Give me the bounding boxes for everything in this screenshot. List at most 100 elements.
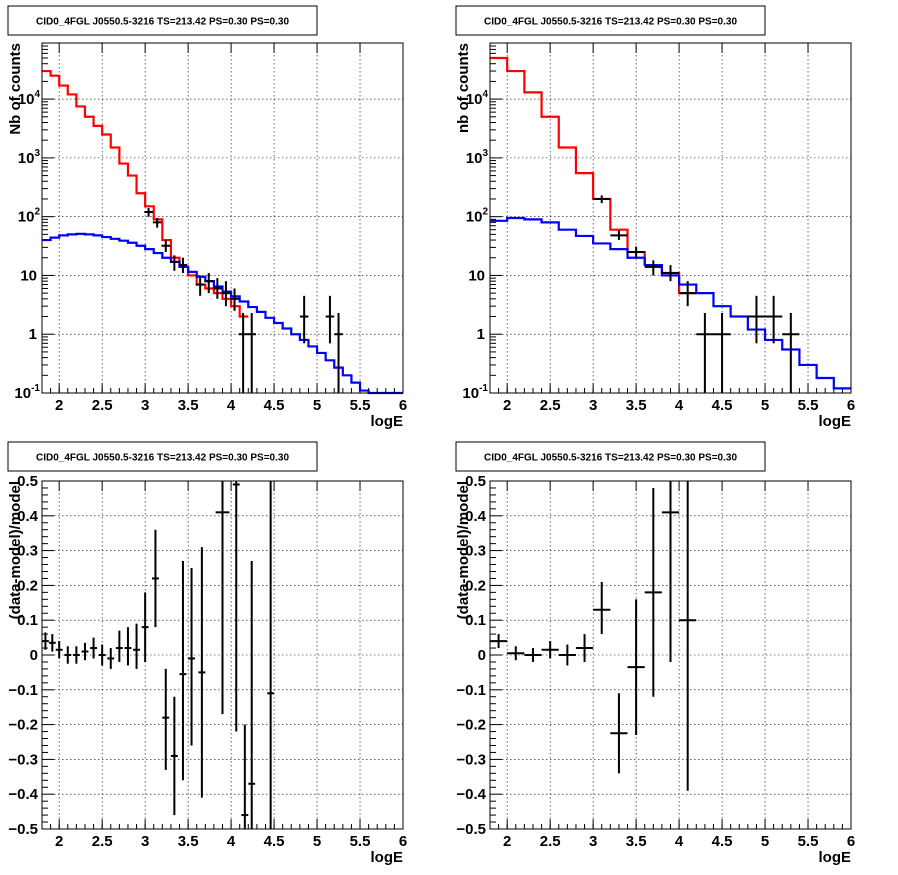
x-tick-label: 3.5: [178, 397, 199, 414]
y-tick-label: −0.4: [8, 786, 38, 803]
y-tick-label: 0.4: [465, 508, 487, 525]
data-point: [230, 288, 239, 311]
data-point: [644, 487, 662, 697]
data-point: [248, 561, 256, 829]
plot-frame: [41, 42, 404, 394]
chart-title: CID0_4FGL J0550.5-3216 TS=213.42 PS=0.30…: [36, 453, 289, 464]
y-tick-label: 104: [18, 89, 41, 108]
y-tick-label: 102: [466, 207, 489, 226]
data-point: [713, 312, 731, 393]
data-point: [141, 592, 149, 662]
x-tick-label: 4: [227, 397, 236, 414]
data-point: [81, 642, 89, 661]
x-tick-label: 2.5: [540, 397, 561, 414]
y-tick-label: 10-1: [462, 383, 488, 402]
y-tick-label: 0.1: [465, 612, 486, 629]
x-tick-label: 4.5: [712, 397, 733, 414]
data-point: [679, 281, 697, 307]
plot-frame: [489, 480, 852, 830]
data-point: [593, 581, 611, 635]
data-point: [747, 295, 766, 344]
x-tick-label: 2.5: [540, 833, 561, 850]
data-point: [215, 481, 230, 715]
data-point: [661, 265, 680, 282]
y-tick-label: 103: [466, 148, 489, 167]
x-tick-label: 4: [675, 397, 684, 414]
y-tick-label: 0.5: [465, 473, 486, 490]
x-tick-label: 2.5: [92, 833, 113, 850]
y-tick-label: 102: [18, 207, 41, 226]
data-point: [72, 646, 80, 664]
data-point: [524, 648, 542, 662]
chart-title: CID0_4FGL J0550.5-3216 TS=213.42 PS=0.30…: [484, 17, 737, 28]
data-point: [133, 623, 140, 669]
data-point: [115, 630, 123, 662]
x-axis-label: logE: [371, 413, 404, 430]
data-point: [627, 246, 645, 258]
x-tick-label: 5: [761, 397, 769, 414]
chart-panel-4: CID0_4FGL J0550.5-3216 TS=213.42 PS=0.30…: [455, 441, 855, 866]
x-tick-label: 2.5: [92, 397, 113, 414]
y-tick-label: −0.2: [456, 717, 486, 734]
data-point: [507, 646, 525, 661]
x-tick-label: 5.5: [350, 397, 371, 414]
x-tick-label: 2: [55, 833, 63, 850]
data-point: [299, 295, 309, 344]
y-tick-label: −0.3: [8, 751, 38, 768]
x-tick-label: 3: [589, 397, 597, 414]
chart-panel-1: CID0_4FGL J0550.5-3216 TS=213.42 PS=0.30…: [7, 5, 407, 430]
data-point: [679, 481, 697, 791]
x-tick-label: 3.5: [626, 397, 647, 414]
data-point: [204, 273, 214, 294]
data-point: [188, 568, 195, 746]
y-tick-label: 103: [18, 148, 41, 167]
data-point: [179, 561, 187, 781]
x-tick-label: 6: [847, 397, 855, 414]
data-point: [593, 195, 611, 204]
data-point: [195, 275, 205, 296]
data-point: [782, 312, 800, 393]
data-point: [198, 547, 206, 798]
x-tick-label: 3: [141, 397, 149, 414]
plot-frame: [489, 42, 852, 394]
y-axis-label: (data-model)/model: [455, 481, 472, 619]
chart-title-box: [455, 441, 766, 472]
x-tick-label: 5: [313, 833, 321, 850]
x-tick-label: 2: [55, 397, 63, 414]
x-tick-label: 2: [503, 833, 511, 850]
chart-panel-3: CID0_4FGL J0550.5-3216 TS=213.42 PS=0.30…: [7, 441, 407, 866]
y-tick-label: 0: [478, 647, 486, 664]
data-point: [334, 312, 343, 393]
data-point: [107, 648, 115, 669]
data-point: [661, 481, 680, 662]
x-tick-label: 2: [503, 397, 511, 414]
data-point: [490, 634, 508, 649]
y-axis-label: Nb of counts: [7, 43, 24, 135]
y-tick-label: −0.3: [456, 751, 486, 768]
chart-panel-2: CID0_4FGL J0550.5-3216 TS=213.42 PS=0.30…: [455, 5, 855, 430]
y-tick-label: −0.1: [8, 682, 38, 699]
model-series-2: [42, 232, 403, 395]
y-tick-label: 0.2: [17, 577, 38, 594]
y-tick-label: 0.4: [17, 508, 39, 525]
x-tick-label: 5.5: [798, 833, 819, 850]
x-axis-label: logE: [371, 849, 404, 866]
y-tick-label: 0.1: [17, 612, 38, 629]
data-point: [213, 278, 222, 299]
data-point: [90, 637, 98, 659]
chart-title-box: [7, 5, 318, 36]
data-point: [247, 312, 257, 393]
data-point: [644, 260, 662, 276]
x-axis-label: logE: [819, 849, 852, 866]
x-tick-label: 5: [313, 397, 321, 414]
chart-title-box: [455, 5, 766, 36]
x-axis-label: logE: [819, 413, 852, 430]
y-tick-label: −0.4: [456, 786, 486, 803]
x-tick-label: 6: [399, 397, 407, 414]
y-tick-label: 104: [466, 89, 489, 108]
data-point: [152, 217, 162, 228]
data-point: [170, 696, 178, 816]
data-point: [610, 230, 628, 241]
y-tick-label: −0.5: [456, 821, 486, 838]
x-tick-label: 6: [847, 833, 855, 850]
